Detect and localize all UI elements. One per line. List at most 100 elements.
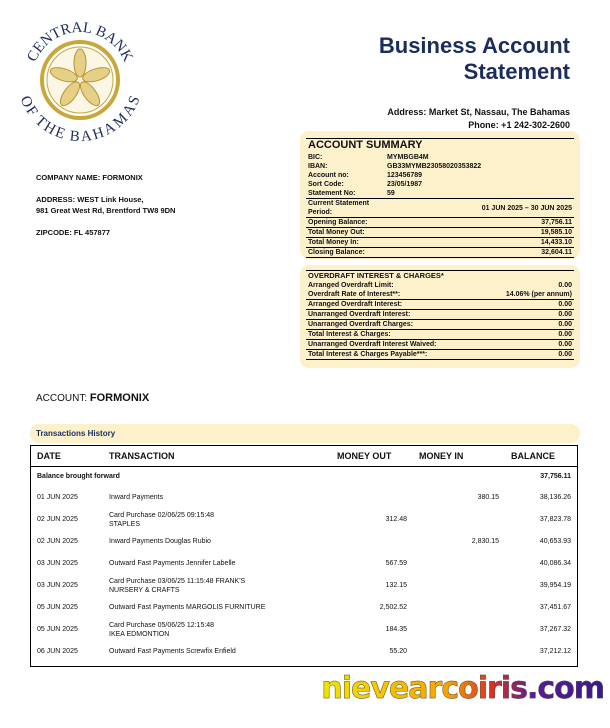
- overdraft-row: Arranged Overdraft Interest: 0.00: [306, 299, 574, 310]
- value: 37,756.11: [385, 217, 574, 228]
- overdraft-info-row: Arranged Overdraft Limit: 0.00: [306, 281, 574, 290]
- balance: 40,653.93: [539, 538, 571, 545]
- money-in: [413, 641, 505, 663]
- account-label: ACCOUNT: FORMONIX: [36, 392, 150, 404]
- overdraft-row: Unarranged Overdraft Charges: 0.00: [306, 319, 574, 330]
- summary-row: Current Statement Period: 01 JUN 2025 – 3…: [306, 198, 574, 218]
- label: Unarranged Overdraft Charges:: [306, 319, 482, 330]
- page-title: Business Account Statement: [378, 33, 570, 84]
- summary-row: Total Money Out: 19,585.10: [306, 227, 574, 238]
- money-out: 132.15: [385, 582, 407, 589]
- description: Outward Fast Payments Jennifer Labelle: [109, 560, 236, 567]
- overdraft-row: Unarranged Overdraft Interest Waived: 0.0…: [306, 339, 574, 350]
- balance: 37,267.32: [539, 626, 571, 633]
- description: Outward Fast Payments MARGOLIS FURNITURE: [109, 604, 266, 611]
- balance: 40,086.34: [539, 560, 571, 567]
- transactions-history-header: Transactions History: [30, 424, 580, 443]
- summary-info-row: BIC: MYMBGB4M: [306, 152, 574, 162]
- value: 123456789: [387, 172, 423, 179]
- bank-phone: Phone: +1 242-302-2600: [468, 120, 570, 130]
- col-date: DATE: [31, 446, 103, 467]
- value: 59: [387, 190, 395, 197]
- account-summary: ACCOUNT SUMMARY BIC: MYMBGB4M IBAN: GB33MYM…: [300, 131, 580, 259]
- overdraft-row: Unarranged Overdraft Interest: 0.00: [306, 309, 574, 320]
- company-zipcode: ZIPCODE: FL 457877: [36, 228, 111, 237]
- label: Unarranged Overdraft Interest:: [306, 309, 482, 320]
- company-address: ADDRESS: WEST Link House,: [36, 195, 144, 204]
- table-row: 01 JUN 2025 Inward Payments 380.15 38,136.2…: [31, 487, 577, 509]
- label: IBAN:: [308, 163, 328, 170]
- date: 05 JUN 2025: [37, 604, 78, 611]
- date: 02 JUN 2025: [37, 538, 78, 545]
- label: Sort Code:: [308, 181, 344, 188]
- value: 0.00: [481, 319, 574, 330]
- label: Arranged Overdraft Interest:: [306, 299, 482, 310]
- description: Inward Payments Douglas Rubio: [109, 538, 211, 545]
- date: 03 JUN 2025: [37, 560, 78, 567]
- money-in: 2,830.15: [471, 538, 499, 545]
- overdraft-summary: OVERDRAFT INTEREST & CHARGES* Arranged O…: [300, 265, 580, 368]
- label: Account no:: [308, 172, 349, 179]
- col-money-out: MONEY OUT: [331, 446, 413, 467]
- money-out: [331, 487, 413, 509]
- money-out: 184.35: [385, 626, 407, 633]
- money-out: 312.48: [385, 516, 407, 523]
- balance: 39,954.19: [539, 582, 571, 589]
- label: Total Interest & Charges:: [306, 329, 482, 340]
- date: 06 JUN 2025: [37, 648, 78, 655]
- value: 14,433.10: [385, 237, 574, 248]
- table-row: 03 JUN 2025 Outward Fast Payments Jennife…: [31, 553, 577, 575]
- value: MYMBGB4M: [387, 153, 429, 161]
- label: Total Interest & Charges Payable***:: [306, 349, 482, 360]
- money-in: [413, 509, 505, 531]
- description: Card Purchase 02/06/25 09:15:48 STAPLES: [109, 511, 215, 528]
- value: GB33MYMB23058020353822: [387, 163, 482, 170]
- label: Unarranged Overdraft Interest Waived:: [306, 339, 482, 350]
- summary-row: Total Money In: 14,433.10: [306, 237, 574, 248]
- money-in: [413, 553, 505, 575]
- value: 0.00: [481, 339, 574, 350]
- value: 0.00: [481, 299, 574, 310]
- date: 05 JUN 2025: [37, 626, 78, 633]
- summary-info-row: Account no: 123456789: [306, 171, 574, 180]
- label: Total Money Out:: [306, 227, 385, 238]
- table-row: 03 JUN 2025 Card Purchase 03/06/25 11:15:…: [31, 575, 577, 597]
- description: Outward Fast Payments Screwfix Enfield: [109, 648, 236, 655]
- money-in: 380.15: [477, 494, 499, 501]
- col-money-in: MONEY IN: [413, 446, 505, 467]
- summary-info-row: Sort Code: 23/05/1987: [306, 180, 574, 189]
- date: 02 JUN 2025: [37, 516, 78, 523]
- money-out: 55.20: [389, 648, 407, 655]
- label: Current Statement Period:: [306, 198, 385, 218]
- summary-info-row: IBAN: GB33MYMB23058020353822: [306, 162, 574, 171]
- value: 01 JUN 2025 – 30 JUN 2025: [385, 198, 574, 218]
- balance: 38,136.26: [539, 494, 571, 501]
- table-row: 02 JUN 2025 Inward Payments Douglas Rubio…: [31, 531, 577, 553]
- col-transaction: TRANSACTION: [103, 446, 331, 467]
- watermark: nievearcoiris.com: [321, 671, 605, 706]
- value: 0.00: [481, 329, 574, 340]
- balance: 37,823.78: [539, 516, 571, 523]
- company-address-line2: 981 Great West Rd, Brentford TW8 9DN: [36, 206, 176, 215]
- money-in: [413, 619, 505, 641]
- company-details: COMPANY NAME: FORMONIX ADDRESS: WEST Lin…: [36, 172, 175, 238]
- summary-row: Closing Balance: 32,604.11: [306, 247, 574, 258]
- transactions-table: DATE TRANSACTION MONEY OUT MONEY IN BALA…: [30, 445, 578, 667]
- description: Card Purchase 05/06/25 12:15:48 IKEA EDMO…: [109, 621, 215, 638]
- summary-info-row: Statement No: 59: [306, 189, 574, 199]
- label: Statement No:: [308, 190, 356, 197]
- value: 0.00: [481, 309, 574, 320]
- balance: 37,212.12: [539, 648, 571, 655]
- label: Total Money In:: [306, 237, 385, 248]
- value: 23/05/1987: [387, 181, 423, 188]
- label: Opening Balance:: [306, 217, 385, 228]
- balance: 37,451.67: [539, 604, 571, 611]
- table-row: 02 JUN 2025 Card Purchase 02/06/25 09:15:…: [31, 509, 577, 531]
- money-in: [413, 597, 505, 619]
- value: 19,585.10: [385, 227, 574, 238]
- money-out: [331, 531, 413, 553]
- label: BIC:: [308, 154, 323, 161]
- company-name: COMPANY NAME: FORMONIX: [36, 173, 143, 182]
- date: 01 JUN 2025: [37, 494, 78, 501]
- overdraft-row: Total Interest & Charges: 0.00: [306, 329, 574, 340]
